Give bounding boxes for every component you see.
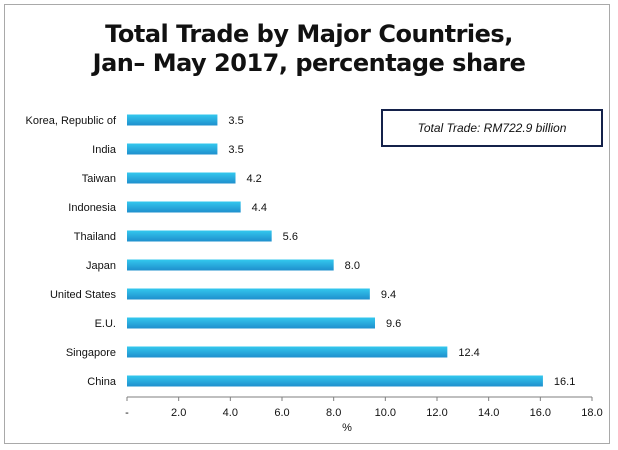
value-label-korea-republic-of: 3.5 xyxy=(228,115,243,127)
category-label-indonesia: Indonesia xyxy=(68,202,117,214)
category-label-singapore: Singapore xyxy=(66,347,116,359)
x-tick-label: 6.0 xyxy=(274,407,289,419)
x-tick-label: 4.0 xyxy=(223,407,238,419)
total-trade-annotation: Total Trade: RM722.9 billion xyxy=(381,109,603,147)
bar-united-states xyxy=(127,288,370,300)
value-label-indonesia: 4.4 xyxy=(252,202,267,214)
bar-singapore xyxy=(127,346,448,358)
value-label-china: 16.1 xyxy=(554,376,575,388)
bar-japan xyxy=(127,259,334,271)
category-label-thailand: Thailand xyxy=(74,231,116,243)
x-tick-label: 8.0 xyxy=(326,407,341,419)
category-label-china: China xyxy=(87,376,117,388)
x-tick-label: 18.0 xyxy=(581,407,602,419)
x-tick-label: 10.0 xyxy=(375,407,396,419)
x-tick-label: 2.0 xyxy=(171,407,186,419)
bar-e-u xyxy=(127,317,375,329)
bar-india xyxy=(127,143,218,155)
category-label-e-u: E.U. xyxy=(95,318,116,330)
x-tick-label: 14.0 xyxy=(478,407,499,419)
x-axis: - 2.0 4.0 6.0 8.0 10.0 12.0 14.0 16.0 18.0% xyxy=(125,396,603,434)
category-labels: Korea, Republic of 3.5 India 3.5 Taiwan 4.2 In… xyxy=(26,115,576,388)
bar-taiwan xyxy=(127,172,236,184)
category-label-japan: Japan xyxy=(86,260,116,272)
bar-thailand xyxy=(127,230,272,242)
category-label-united-states: United States xyxy=(50,289,117,301)
bar-china xyxy=(127,375,543,387)
value-label-united-states: 9.4 xyxy=(381,289,396,301)
category-label-india: India xyxy=(92,144,117,156)
chart-title-line-1: Total Trade by Major Countries, xyxy=(105,20,513,48)
value-label-e-u: 9.6 xyxy=(386,318,401,330)
chart-frame xyxy=(4,4,610,444)
x-axis-title: % xyxy=(342,422,352,434)
x-tick-label: 16.0 xyxy=(530,407,551,419)
x-tick-label: - xyxy=(125,407,129,419)
chart-title: Total Trade by Major Countries, Jan– May… xyxy=(0,20,618,78)
bars-layer xyxy=(127,114,543,387)
value-label-japan: 8.0 xyxy=(345,260,360,272)
category-label-taiwan: Taiwan xyxy=(82,173,116,185)
category-label-korea-republic-of: Korea, Republic of xyxy=(26,115,117,127)
value-label-india: 3.5 xyxy=(228,144,243,156)
bar-korea-republic-of xyxy=(127,114,218,126)
bar-indonesia xyxy=(127,201,241,213)
chart-title-line-2: Jan– May 2017, percentage share xyxy=(92,49,526,77)
total-trade-text: Total Trade: RM722.9 billion xyxy=(417,121,567,135)
value-label-thailand: 5.6 xyxy=(283,231,298,243)
x-tick-label: 12.0 xyxy=(426,407,447,419)
value-label-singapore: 12.4 xyxy=(458,347,479,359)
value-label-taiwan: 4.2 xyxy=(247,173,262,185)
